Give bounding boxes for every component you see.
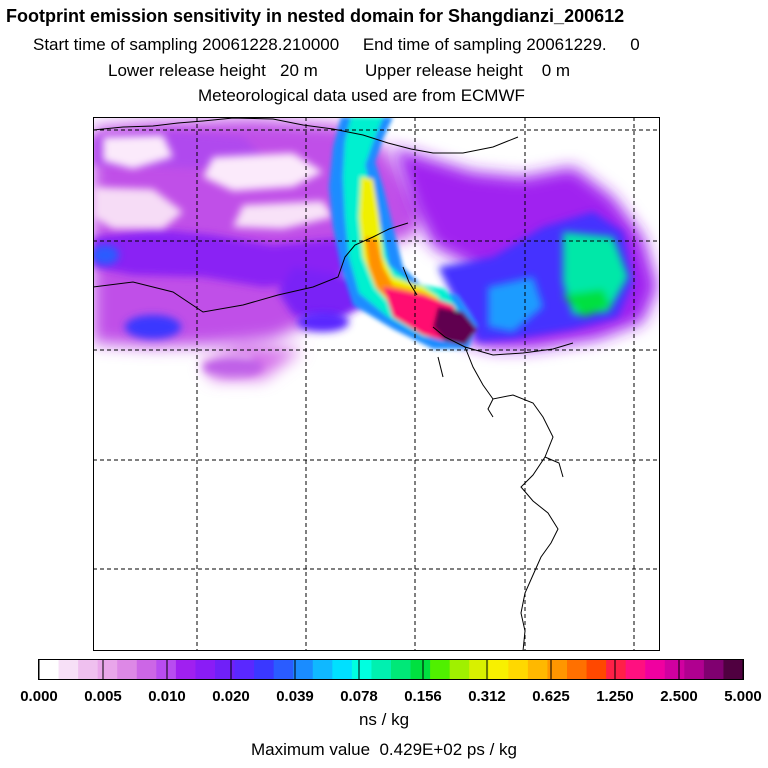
colorbar-swatches <box>39 660 744 680</box>
colorbar-tick-label: 0.625 <box>532 688 570 705</box>
colorbar-swatch <box>645 660 666 680</box>
colorbar-tick-label: 0.078 <box>340 688 378 705</box>
colorbar-tick-label: 0.010 <box>148 688 186 705</box>
plume <box>329 117 478 349</box>
colorbar-swatch <box>58 660 79 680</box>
colorbar-swatch <box>351 660 373 680</box>
colorbar-tick-label: 1.250 <box>596 688 634 705</box>
colorbar-swatch <box>78 660 99 680</box>
colorbar-labels: 0.000 0.005 0.010 0.020 0.039 0.078 0.156 0.312… <box>20 688 762 705</box>
colorbar-swatch <box>117 660 138 680</box>
colorbar-tick-label: 0.039 <box>276 688 314 705</box>
sampling-time-line: Start time of sampling 20061228.210000 E… <box>33 35 640 54</box>
colorbar-swatch <box>488 660 509 680</box>
colorbar-swatch <box>567 660 588 680</box>
colorbar-swatch <box>410 660 431 680</box>
colorbar-swatch <box>175 660 197 680</box>
maximum-value-label: Maximum value 0.429E+02 ps / kg <box>251 740 517 759</box>
colorbar-swatch <box>508 660 529 680</box>
coastlines <box>93 117 574 651</box>
colorbar-swatch <box>273 660 294 680</box>
colorbar-swatch <box>215 660 236 680</box>
colorbar-swatch <box>234 660 255 680</box>
colorbar-swatch <box>332 660 353 680</box>
colorbar-swatch <box>371 660 392 680</box>
field-east-green <box>488 232 628 332</box>
colorbar-swatch <box>391 660 412 680</box>
colorbar-tick-label: 0.156 <box>404 688 442 705</box>
grid-lines <box>93 117 660 651</box>
colorbar-swatch <box>606 660 627 680</box>
colorbar-swatch <box>527 660 549 680</box>
colorbar-swatch <box>136 660 157 680</box>
colorbar-swatch <box>684 660 705 680</box>
colorbar-frame <box>38 659 744 680</box>
meteorology-line: Meteorological data used are from ECMWF <box>198 86 525 105</box>
colorbar-tick-label: 0.000 <box>20 688 58 705</box>
colorbar-swatch <box>312 660 333 680</box>
colorbar-swatch <box>293 660 314 680</box>
colorbar-tick-label: 5.000 <box>724 688 762 705</box>
colorbar-swatch <box>625 660 646 680</box>
colorbar-swatch <box>254 660 275 680</box>
map-frame <box>93 117 660 651</box>
field-white-patches <box>93 135 333 375</box>
colorbar-swatch <box>97 660 118 680</box>
colorbar-swatch <box>39 660 60 680</box>
colorbar-swatch <box>156 660 177 680</box>
colorbar-swatch <box>195 660 216 680</box>
colorbar-swatch <box>703 660 725 680</box>
colorbar-tick-label: 0.020 <box>212 688 250 705</box>
colorbar-swatch <box>430 660 451 680</box>
colorbar-swatch <box>547 660 568 680</box>
colorbar-tick-label: 2.500 <box>660 688 698 705</box>
chart-title: Footprint emission sensitivity in nested… <box>6 6 625 26</box>
colorbar-swatch <box>586 660 607 680</box>
release-height-line: Lower release height 20 m Upper release … <box>108 61 571 80</box>
field-spots <box>93 245 349 377</box>
colorbar-tick-label: 0.005 <box>84 688 122 705</box>
colorbar-swatch <box>723 660 744 680</box>
colorbar-swatch <box>664 660 685 680</box>
colorbar-swatch <box>469 660 490 680</box>
colorbar-unit: ns / kg <box>358 710 410 729</box>
colorbar-tick-label: 0.312 <box>468 688 506 705</box>
colorbar-swatch <box>449 660 470 680</box>
colorbar: 0.000 0.005 0.010 0.020 0.039 0.078 0.156 0.312… <box>20 659 762 705</box>
footprint-map <box>93 117 660 651</box>
